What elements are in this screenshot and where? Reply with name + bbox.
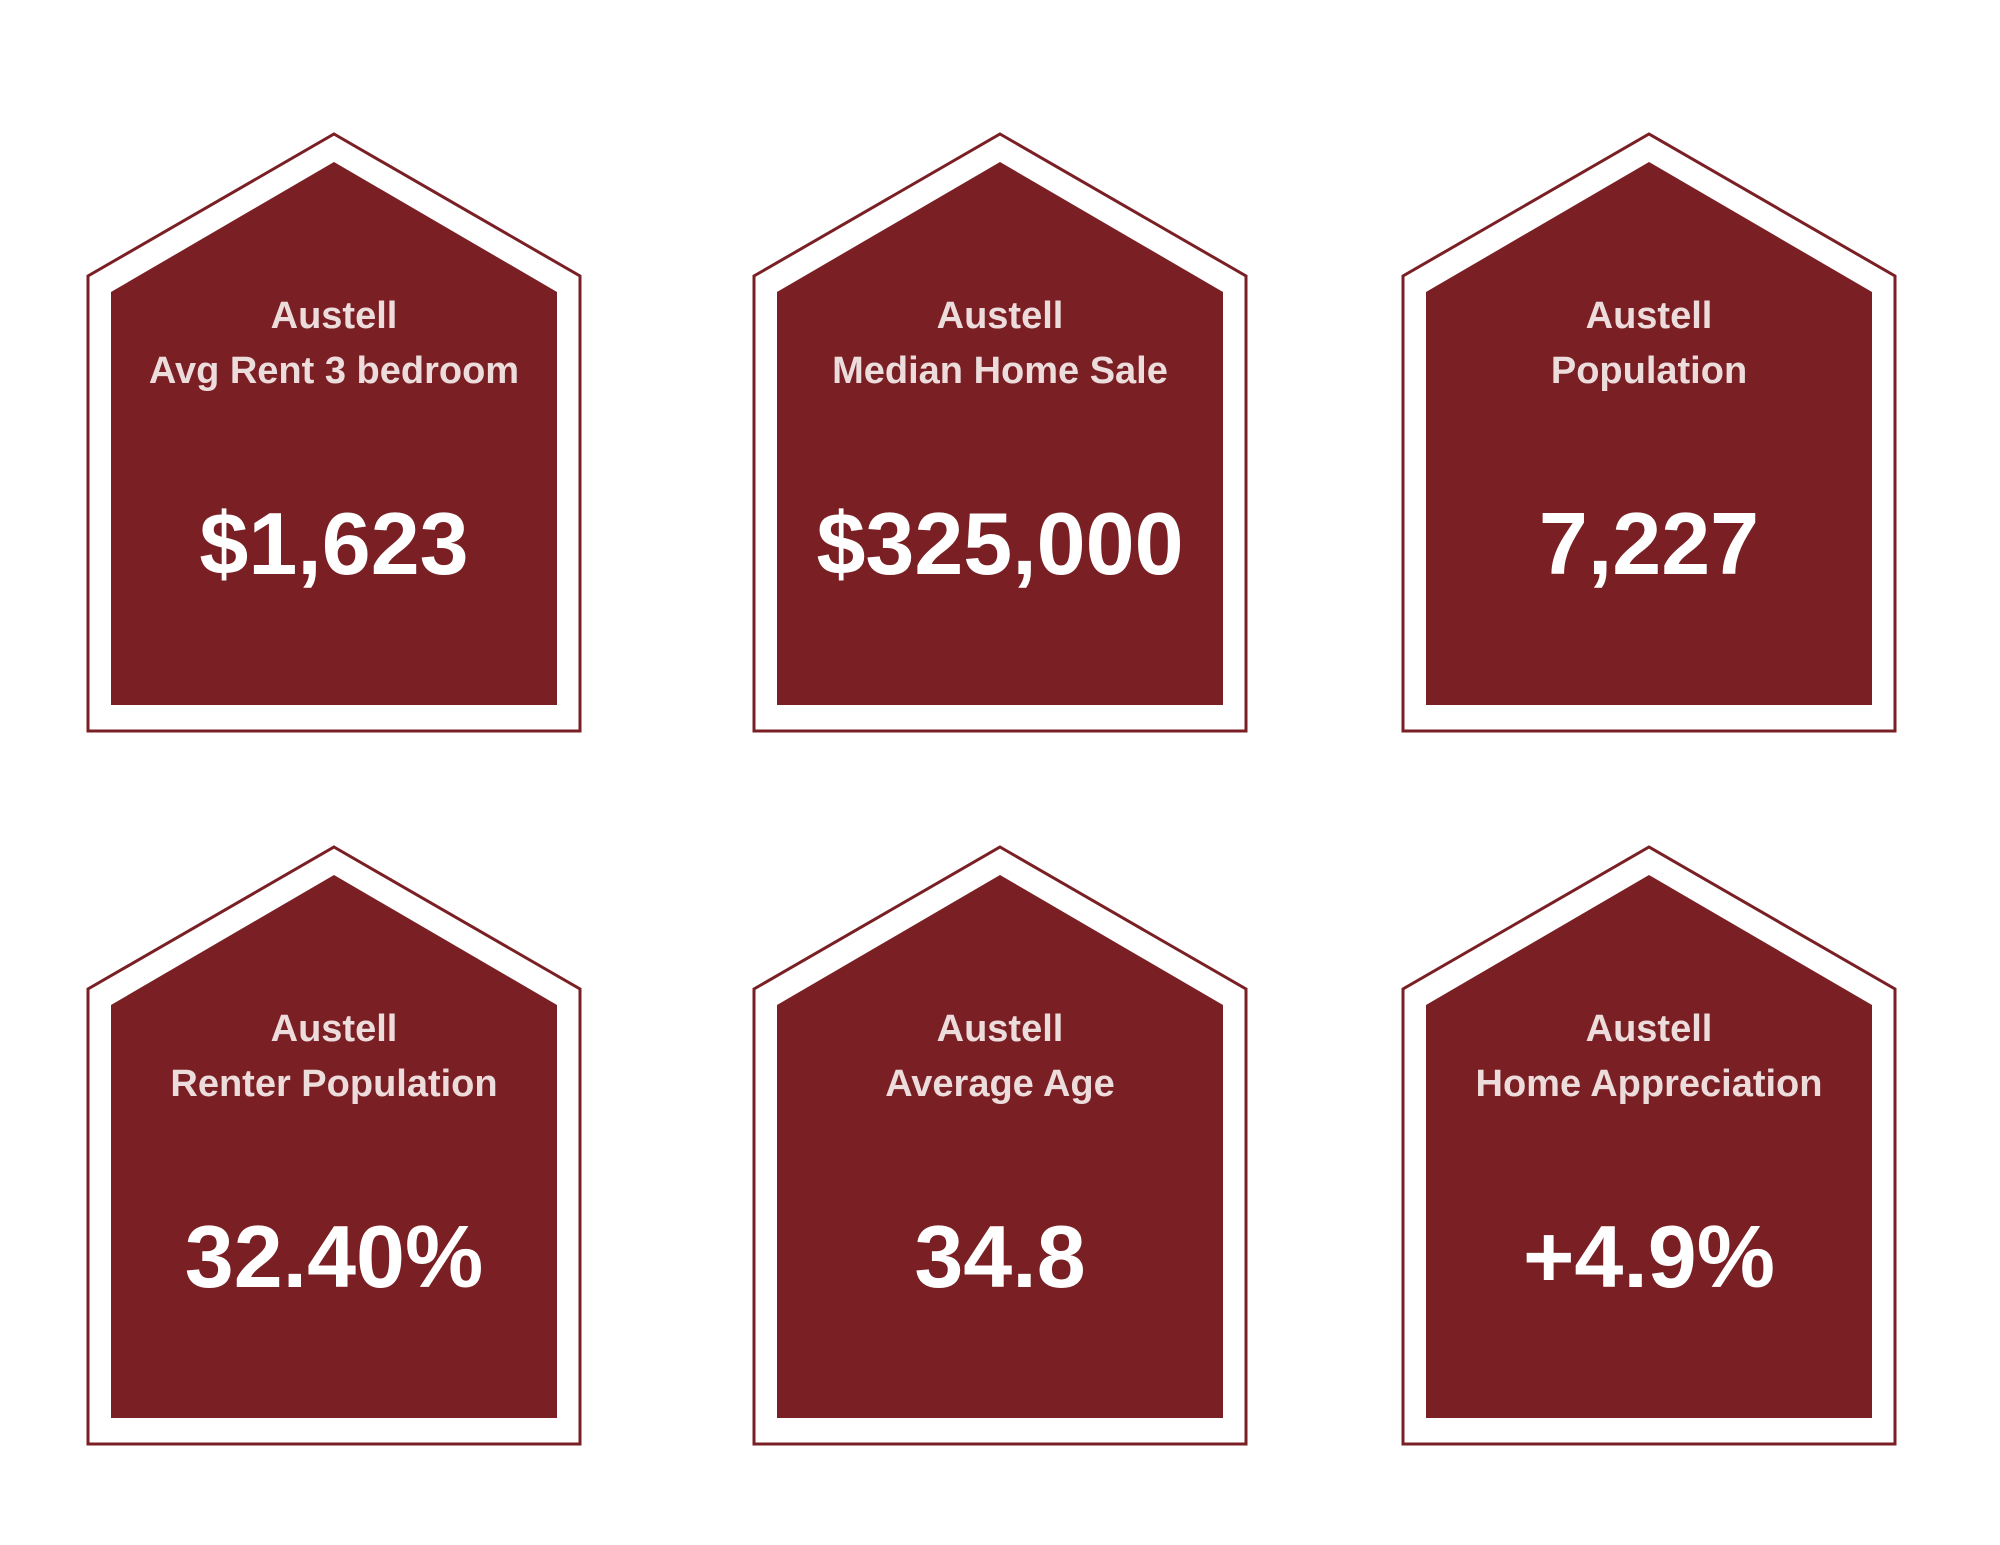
card-place: Austell xyxy=(937,1008,1064,1050)
card-place: Austell xyxy=(271,295,398,337)
card-value: +4.9% xyxy=(1523,1207,1775,1306)
card-value: 34.8 xyxy=(914,1207,1085,1306)
card-label: Renter Population xyxy=(170,1063,497,1105)
house-fill xyxy=(111,162,557,705)
card-value: $325,000 xyxy=(816,494,1183,593)
house-card: Austell Home Appreciation +4.9% xyxy=(1401,845,1897,1446)
house-fill xyxy=(1426,875,1872,1418)
card-label: Population xyxy=(1551,350,1747,392)
card-label: Average Age xyxy=(885,1063,1115,1105)
card-place: Austell xyxy=(1586,295,1713,337)
house-fill xyxy=(777,875,1223,1418)
house-fill xyxy=(1426,162,1872,705)
house-card: Austell Median Home Sale $325,000 xyxy=(752,132,1248,733)
card-label: Avg Rent 3 bedroom xyxy=(149,350,519,392)
card-label: Median Home Sale xyxy=(832,350,1168,392)
house-card: Austell Renter Population 32.40% xyxy=(86,845,582,1446)
card-place: Austell xyxy=(271,1008,398,1050)
house-card: Austell Avg Rent 3 bedroom $1,623 xyxy=(86,132,582,733)
house-fill xyxy=(777,162,1223,705)
card-label: Home Appreciation xyxy=(1476,1063,1823,1105)
card-value: $1,623 xyxy=(199,494,468,593)
card-value: 32.40% xyxy=(185,1207,483,1306)
house-card: Austell Average Age 34.8 xyxy=(752,845,1248,1446)
house-fill xyxy=(111,875,557,1418)
card-place: Austell xyxy=(937,295,1064,337)
card-place: Austell xyxy=(1586,1008,1713,1050)
house-card: Austell Population 7,227 xyxy=(1401,132,1897,733)
card-value: 7,227 xyxy=(1539,494,1759,593)
